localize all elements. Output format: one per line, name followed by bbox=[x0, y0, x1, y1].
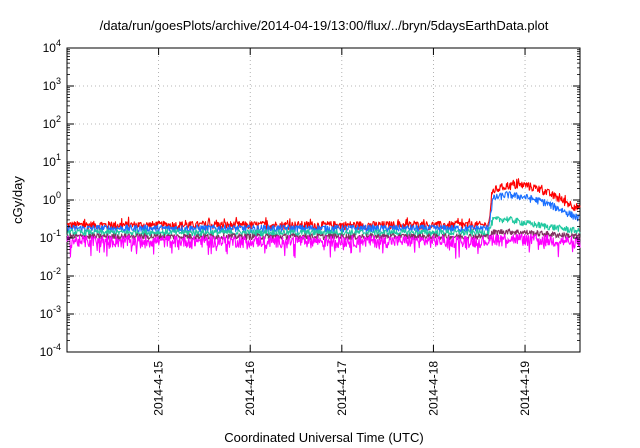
x-tick-label: 2014-4-19 bbox=[518, 361, 532, 416]
x-axis-label: Coordinated Universal Time (UTC) bbox=[224, 430, 423, 445]
x-tick-label: 2014-4-17 bbox=[335, 361, 349, 416]
y-tick-label: 100 bbox=[43, 190, 61, 207]
series-line bbox=[66, 191, 581, 233]
y-tick-exponent: -1 bbox=[53, 228, 61, 238]
y-tick-exponent: -2 bbox=[53, 266, 61, 276]
y-tick-label: 10-1 bbox=[40, 228, 61, 245]
y-tick-exponent: 0 bbox=[56, 190, 61, 200]
y-tick-base: 10 bbox=[40, 307, 54, 321]
y-tick-label: 10-2 bbox=[40, 266, 61, 283]
series-line bbox=[66, 178, 581, 231]
y-tick-label: 10-3 bbox=[40, 304, 61, 321]
y-tick-base: 10 bbox=[43, 193, 57, 207]
y-tick-label: 101 bbox=[43, 152, 61, 169]
y-tick-base: 10 bbox=[40, 269, 54, 283]
x-tick-label: 2014-4-18 bbox=[426, 361, 440, 416]
y-tick-base: 10 bbox=[43, 155, 57, 169]
y-tick-exponent: 4 bbox=[56, 38, 61, 48]
y-tick-exponent: -3 bbox=[53, 304, 61, 314]
y-tick-base: 10 bbox=[40, 345, 54, 359]
y-tick-exponent: 3 bbox=[56, 76, 61, 86]
x-tick-label: 2014-4-15 bbox=[152, 361, 166, 416]
y-tick-base: 10 bbox=[43, 117, 57, 131]
y-axis-label: cGy/day bbox=[10, 176, 25, 224]
y-tick-base: 10 bbox=[43, 79, 57, 93]
x-tick-label: 2014-4-16 bbox=[243, 361, 257, 416]
y-tick-label: 102 bbox=[43, 114, 61, 131]
series-line bbox=[66, 216, 581, 237]
y-tick-label: 104 bbox=[43, 38, 61, 55]
chart-title: /data/run/goesPlots/archive/2014-04-19/1… bbox=[100, 18, 549, 33]
series-line bbox=[66, 233, 581, 259]
x-axis: 2014-4-15 2014-4-16 2014-4-17 2014-4-18 2014… bbox=[152, 48, 532, 416]
y-tick-exponent: 1 bbox=[56, 152, 61, 162]
y-tick-base: 10 bbox=[43, 41, 57, 55]
y-tick-exponent: 2 bbox=[56, 114, 61, 124]
y-tick-exponent: -4 bbox=[53, 342, 61, 352]
series-line bbox=[66, 228, 581, 241]
series-group bbox=[66, 178, 581, 259]
grid bbox=[67, 48, 580, 352]
y-tick-label: 103 bbox=[43, 76, 61, 93]
y-tick-base: 10 bbox=[40, 231, 54, 245]
y-tick-label: 10-4 bbox=[40, 342, 61, 359]
